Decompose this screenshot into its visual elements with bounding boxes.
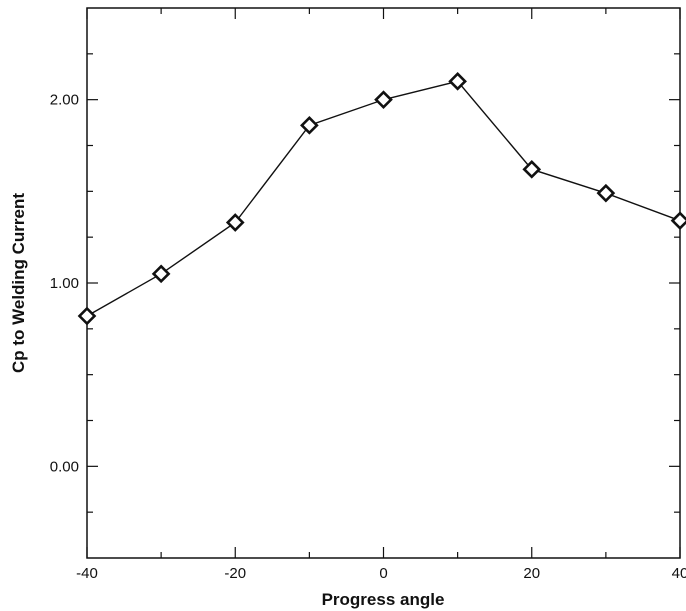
y-axis-title: Cp to Welding Current — [9, 193, 28, 373]
x-axis-title: Progress angle — [322, 590, 445, 609]
x-tick-label: 20 — [523, 565, 540, 582]
x-tick-label: 0 — [379, 565, 387, 582]
data-point-marker — [300, 115, 319, 135]
data-point-marker — [448, 71, 467, 91]
x-tick-label: 40 — [672, 565, 686, 582]
y-tick-labels: 0.00 1.00 2.00 — [50, 92, 79, 476]
data-markers — [77, 71, 686, 326]
x-tick-label: -20 — [224, 565, 246, 582]
data-point-marker — [225, 213, 245, 232]
data-point-marker — [596, 183, 616, 203]
data-point-marker — [670, 211, 686, 231]
y-tick-label: 2.00 — [50, 92, 79, 109]
data-point-marker — [374, 90, 393, 110]
y-tick-label: 0.00 — [50, 458, 79, 475]
x-tick-labels: -40 -20 0 20 40 — [76, 565, 686, 582]
data-point-marker — [151, 264, 171, 284]
x-tick-label: -40 — [76, 565, 98, 582]
major-ticks — [86, 8, 681, 558]
data-point-marker — [77, 306, 97, 326]
series-line — [86, 80, 681, 317]
minor-ticks — [87, 8, 680, 558]
data-point-marker — [522, 159, 542, 179]
y-tick-label: 1.00 — [50, 275, 79, 292]
